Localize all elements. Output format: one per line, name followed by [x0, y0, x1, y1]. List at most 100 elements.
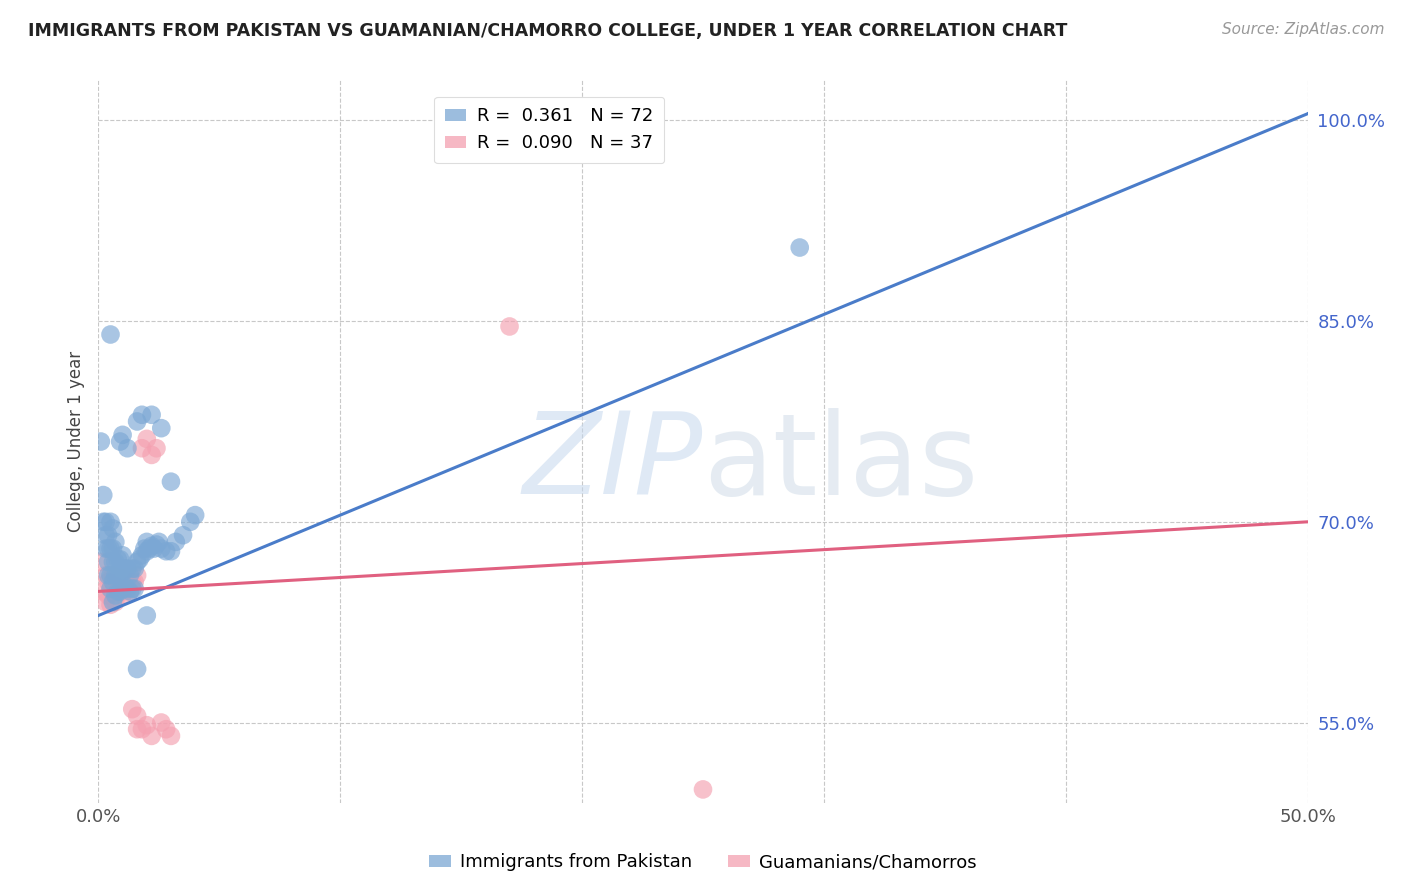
Point: [184, 508, 207, 523]
Point: [100, 327, 122, 342]
Point: [160, 544, 183, 558]
Point: [101, 575, 124, 590]
Point: [97, 568, 120, 582]
Point: [94, 528, 117, 542]
Point: [101, 555, 124, 569]
Point: [150, 541, 173, 556]
Point: [141, 448, 163, 462]
Point: [134, 541, 156, 556]
Point: [141, 408, 163, 422]
Point: [141, 729, 163, 743]
Point: [100, 515, 122, 529]
Point: [135, 534, 157, 549]
Point: [104, 595, 127, 609]
Y-axis label: College, Under 1 year: College, Under 1 year: [66, 351, 84, 533]
Point: [100, 568, 122, 582]
Point: [91, 584, 114, 599]
Point: [108, 582, 131, 596]
Point: [121, 582, 143, 596]
Point: [107, 584, 129, 599]
Point: [150, 421, 173, 435]
Point: [107, 584, 129, 599]
Point: [91, 488, 114, 502]
Point: [107, 552, 129, 566]
Point: [97, 541, 120, 556]
Point: [124, 562, 146, 576]
Point: [172, 528, 194, 542]
Point: [150, 715, 173, 730]
Point: [127, 555, 149, 569]
Point: [114, 579, 136, 593]
Point: [789, 240, 811, 255]
Point: [94, 595, 117, 609]
Point: [165, 534, 187, 549]
Text: ZIP: ZIP: [523, 408, 703, 519]
Point: [117, 579, 139, 593]
Point: [135, 718, 157, 732]
Point: [145, 537, 167, 551]
Point: [111, 582, 134, 596]
Point: [155, 544, 177, 558]
Point: [121, 562, 143, 576]
Point: [111, 589, 134, 603]
Point: [91, 515, 114, 529]
Point: [104, 568, 127, 582]
Point: [108, 552, 131, 566]
Point: [104, 579, 127, 593]
Point: [118, 584, 141, 599]
Point: [100, 541, 122, 556]
Point: [131, 723, 153, 737]
Point: [90, 555, 112, 569]
Point: [111, 548, 134, 563]
Point: [160, 729, 183, 743]
Point: [127, 414, 149, 429]
Point: [135, 544, 157, 558]
Legend: Immigrants from Pakistan, Guamanians/Chamorros: Immigrants from Pakistan, Guamanians/Cha…: [422, 847, 984, 879]
Point: [145, 442, 167, 455]
Point: [111, 571, 134, 585]
Point: [104, 555, 127, 569]
Point: [97, 555, 120, 569]
Point: [131, 442, 153, 455]
Point: [498, 319, 520, 334]
Point: [104, 534, 127, 549]
Point: [118, 584, 141, 599]
Point: [90, 434, 112, 449]
Point: [143, 541, 166, 556]
Point: [131, 408, 153, 422]
Point: [97, 589, 120, 603]
Point: [108, 434, 131, 449]
Point: [94, 541, 117, 556]
Point: [108, 568, 131, 582]
Text: Source: ZipAtlas.com: Source: ZipAtlas.com: [1222, 22, 1385, 37]
Point: [111, 566, 134, 580]
Point: [124, 582, 146, 596]
Point: [94, 515, 117, 529]
Point: [135, 608, 157, 623]
Point: [100, 598, 122, 612]
Point: [127, 723, 149, 737]
Point: [111, 428, 134, 442]
Point: [138, 541, 160, 556]
Point: [127, 568, 149, 582]
Point: [100, 582, 122, 596]
Text: atlas: atlas: [703, 408, 979, 519]
Point: [117, 442, 139, 455]
Point: [101, 568, 124, 582]
Point: [100, 582, 122, 596]
Point: [692, 782, 714, 797]
Point: [117, 562, 139, 576]
Point: [107, 568, 129, 582]
Point: [141, 539, 163, 553]
Point: [121, 702, 143, 716]
Point: [101, 595, 124, 609]
Text: IMMIGRANTS FROM PAKISTAN VS GUAMANIAN/CHAMORRO COLLEGE, UNDER 1 YEAR CORRELATION: IMMIGRANTS FROM PAKISTAN VS GUAMANIAN/CH…: [28, 22, 1067, 40]
Point: [97, 575, 120, 590]
Point: [160, 475, 183, 489]
Point: [128, 552, 150, 566]
Point: [121, 575, 143, 590]
Point: [124, 575, 146, 590]
Point: [104, 589, 127, 603]
Point: [148, 534, 170, 549]
Point: [114, 584, 136, 599]
